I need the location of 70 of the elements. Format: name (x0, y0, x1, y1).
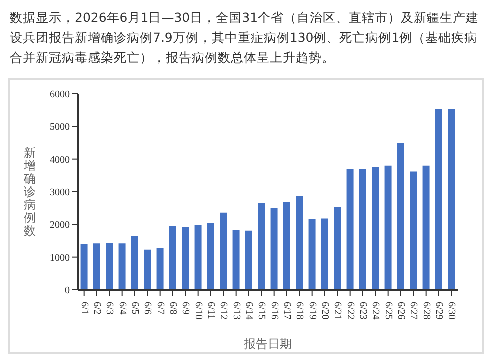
x-tick-label: 6/6 (142, 302, 154, 315)
bar (448, 109, 456, 290)
x-tick-label: 6/27 (408, 302, 420, 320)
x-tick-label: 6/7 (154, 302, 166, 315)
bar (410, 172, 418, 290)
bar (182, 227, 190, 290)
x-tick-label: 6/13 (230, 302, 242, 320)
bar (321, 218, 328, 290)
bar (359, 169, 366, 290)
bar (80, 244, 88, 290)
bar (384, 166, 392, 290)
x-tick-label: 6/25 (382, 302, 394, 320)
x-tick-label: 6/9 (180, 302, 192, 315)
x-tick-label: 6/14 (244, 302, 254, 320)
y-axis-title: 新增确诊病例数 (23, 146, 36, 238)
bar (220, 212, 228, 290)
bar (194, 224, 202, 290)
x-tick-label: 6/30 (446, 302, 458, 320)
x-tick-label: 6/11 (206, 302, 216, 320)
bar (283, 202, 290, 290)
x-tick-label: 6/22 (344, 302, 356, 320)
bar (308, 219, 316, 290)
bar (131, 236, 138, 290)
bar (296, 196, 304, 290)
bar (245, 230, 252, 290)
bar (372, 168, 380, 290)
y-tick-label: 5000 (50, 122, 70, 134)
x-tick-label: 6/20 (320, 302, 330, 320)
bar (144, 250, 152, 290)
bar (232, 230, 240, 290)
x-tick-label: 6/19 (306, 302, 318, 320)
bar (106, 242, 114, 290)
bar (346, 169, 354, 290)
x-tick-label: 6/21 (332, 302, 344, 320)
x-tick-label: 6/3 (104, 302, 116, 315)
x-tick-label: 6/18 (294, 302, 306, 320)
x-tick-label: 6/24 (370, 302, 382, 320)
bar (207, 223, 214, 290)
x-tick-label: 6/15 (256, 302, 268, 320)
bar (334, 207, 342, 290)
x-tick-label: 6/29 (434, 302, 444, 320)
y-tick-label: 2000 (50, 220, 70, 232)
bar (118, 244, 126, 290)
x-tick-label: 6/8 (168, 302, 178, 315)
x-tick-label: 6/16 (268, 302, 280, 320)
x-tick-label: 6/28 (420, 302, 432, 320)
y-tick-label: 0 (65, 286, 70, 297)
y-tick-label: 1000 (50, 252, 70, 264)
x-tick-label: 6/2 (92, 302, 102, 315)
x-tick-label: 6/1 (78, 302, 90, 315)
chart-title: 数据显示，2026年6月1日—30日，全国31个省（自治区、直辖市）及新疆生产建设兵团报告新增确诊病例7.9万例，其中重症病例130例、死亡病例1例（基础疾病合并新冠病毒感染死亡），报告病例数总体呈上升趋势。 (9, 9, 480, 67)
y-tick-label: 6000 (50, 90, 70, 101)
bar (397, 143, 404, 290)
x-tick-label: 6/4 (116, 302, 128, 315)
x-tick-label: 6/12 (218, 302, 230, 320)
y-tick-label: 4000 (50, 154, 70, 166)
bar (156, 248, 164, 290)
x-tick-label: 6/17 (282, 302, 292, 320)
bar (435, 109, 442, 290)
x-tick-label: 6/26 (396, 302, 406, 320)
y-tick-label: 3000 (50, 188, 70, 199)
bar (422, 166, 430, 290)
bar (258, 203, 266, 290)
x-tick-label: 6/10 (192, 302, 204, 320)
x-tick-label: 6/23 (358, 302, 368, 320)
bar (93, 244, 100, 290)
x-axis-title: 报告日期 (243, 337, 292, 351)
bar (270, 208, 278, 290)
x-tick-label: 6/5 (130, 302, 140, 315)
bar (169, 226, 176, 290)
